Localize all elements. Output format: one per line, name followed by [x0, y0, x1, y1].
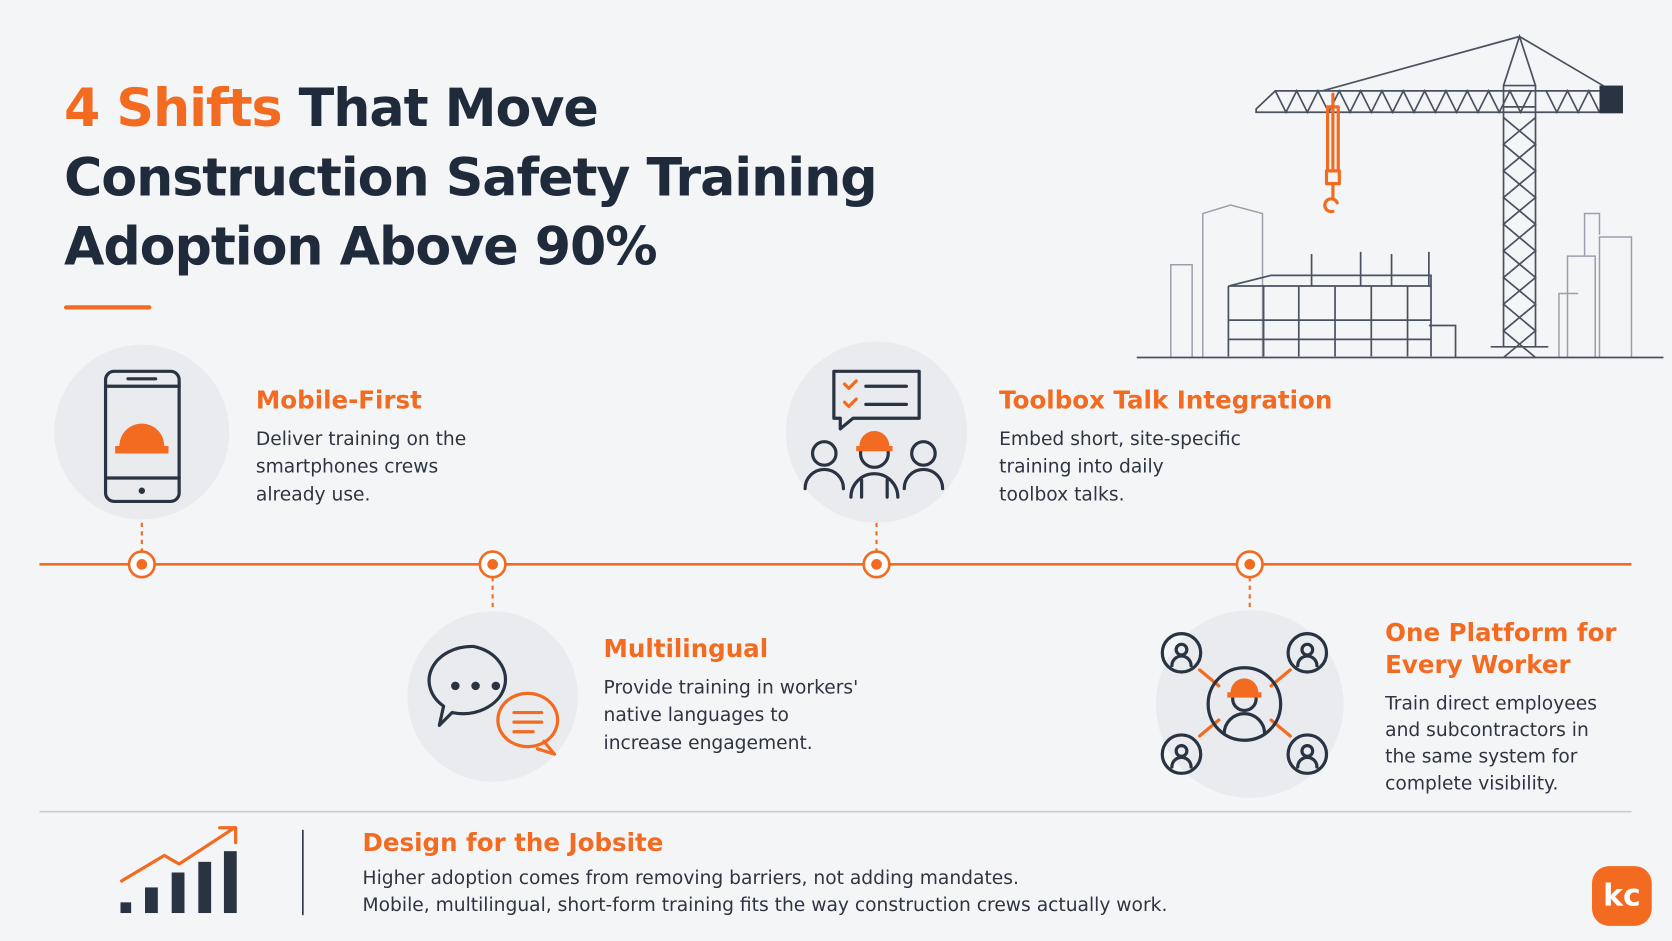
- shift-text: Provide training in workers': [604, 677, 859, 698]
- crane-illustration: [1136, 33, 1664, 359]
- title-line: Construction Safety Training: [64, 148, 877, 208]
- counterweight: [1599, 85, 1623, 114]
- shift-text: and subcontractors in: [1385, 720, 1589, 741]
- chat-icon: [427, 644, 560, 756]
- shift-text: Train direct employees: [1384, 693, 1597, 714]
- shift-text: Deliver training on the: [256, 429, 466, 450]
- network-icon: [1160, 632, 1329, 775]
- shift-text: toolbox talks.: [999, 484, 1124, 505]
- shift-title: Multilingual: [604, 634, 769, 663]
- shift-text: native languages to: [604, 705, 789, 726]
- title-line: 4 Shifts That Move: [64, 79, 598, 139]
- shift-title: Every Worker: [1385, 650, 1571, 679]
- toolbox-icon: [803, 369, 945, 499]
- title-underline: [63, 305, 152, 310]
- title-highlight: 4 Shifts: [64, 79, 282, 139]
- shift-title: Toolbox Talk Integration: [999, 386, 1332, 415]
- connectors: [140, 522, 1251, 611]
- growth-icon: [119, 826, 238, 914]
- shift-text: Embed short, site-specific: [999, 429, 1241, 450]
- shift-text: smartphones crews: [256, 457, 438, 478]
- shift-title: Mobile-First: [256, 386, 422, 415]
- footer-text: Higher adoption comes from removing barr…: [363, 868, 1019, 889]
- shift-text: already use.: [256, 484, 371, 505]
- network-nodes: [1160, 632, 1329, 775]
- mobile-icon: [103, 369, 181, 504]
- shift-title: One Platform for: [1385, 618, 1617, 647]
- footer-text: Mobile, multilingual, short-form trainin…: [363, 895, 1168, 916]
- footer-title: Design for the Jobsite: [363, 828, 664, 857]
- timeline: [39, 522, 1632, 611]
- title-line: Adoption Above 90%: [64, 218, 657, 278]
- logo: kc: [1603, 879, 1641, 914]
- logo-badge: [1592, 866, 1652, 926]
- shift-text: the same system for: [1385, 747, 1578, 768]
- shift-text: training into daily: [999, 457, 1164, 478]
- timeline-dot-centers: [136, 559, 1256, 570]
- shift-text: complete visibility.: [1385, 773, 1558, 794]
- title-rest: That Move: [299, 79, 598, 139]
- shift-text: increase engagement.: [604, 733, 813, 754]
